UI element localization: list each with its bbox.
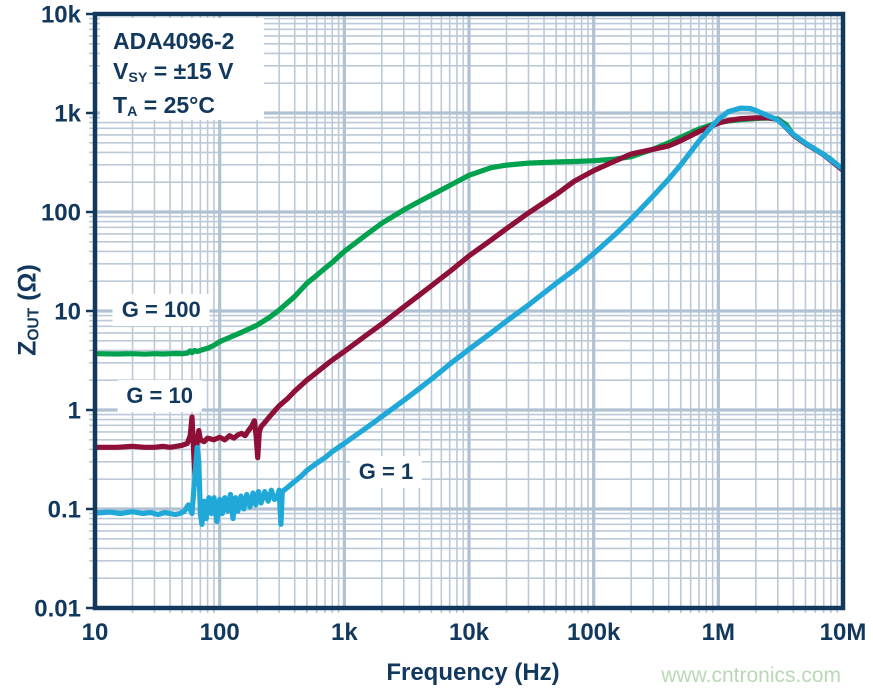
x-tick-label: 100 [200,619,240,646]
annotation-line: VSY = ±15 V [113,58,234,87]
x-tick-label: 10k [449,619,490,646]
y-axis-title: ZOUT (Ω) [13,264,43,356]
x-tick-label: 1k [331,619,358,646]
x-axis-title: Frequency (Hz) [386,659,560,686]
series-label-g100: G = 100 [112,294,210,327]
watermark: www.cntronics.com [661,664,841,687]
y-tick-label: 10 [54,298,81,325]
y-tick-label: 0.01 [34,595,81,622]
annotation-line: TA = 25°C [113,92,215,121]
x-tick-label: 10M [820,619,867,646]
y-tick-label: 1k [54,100,81,127]
tick-labels: 10 100 1k 10k 100k 1M 10M 10k 1k 100 10 1 0.1 0.01 [34,1,866,646]
curve-g1 [95,105,843,527]
curves [95,105,843,527]
conditions-annotation: ADA4096-2 VSY = ±15 V TA = 25°C [100,18,264,120]
plot-border [92,11,846,611]
y-tick-label: 10k [41,1,82,28]
series-label-g10: G = 10 [117,380,202,413]
y-tick-label: 100 [41,199,81,226]
x-tick-label: 1M [702,619,735,646]
y-tick-label: 1 [68,397,81,424]
annotation-line: ADA4096-2 [113,28,235,54]
x-tick-label: 10 [82,619,109,646]
x-tick-label: 100k [567,619,621,646]
y-tick-label: 0.1 [48,496,81,523]
series-label-g1: G = 1 [349,455,423,488]
